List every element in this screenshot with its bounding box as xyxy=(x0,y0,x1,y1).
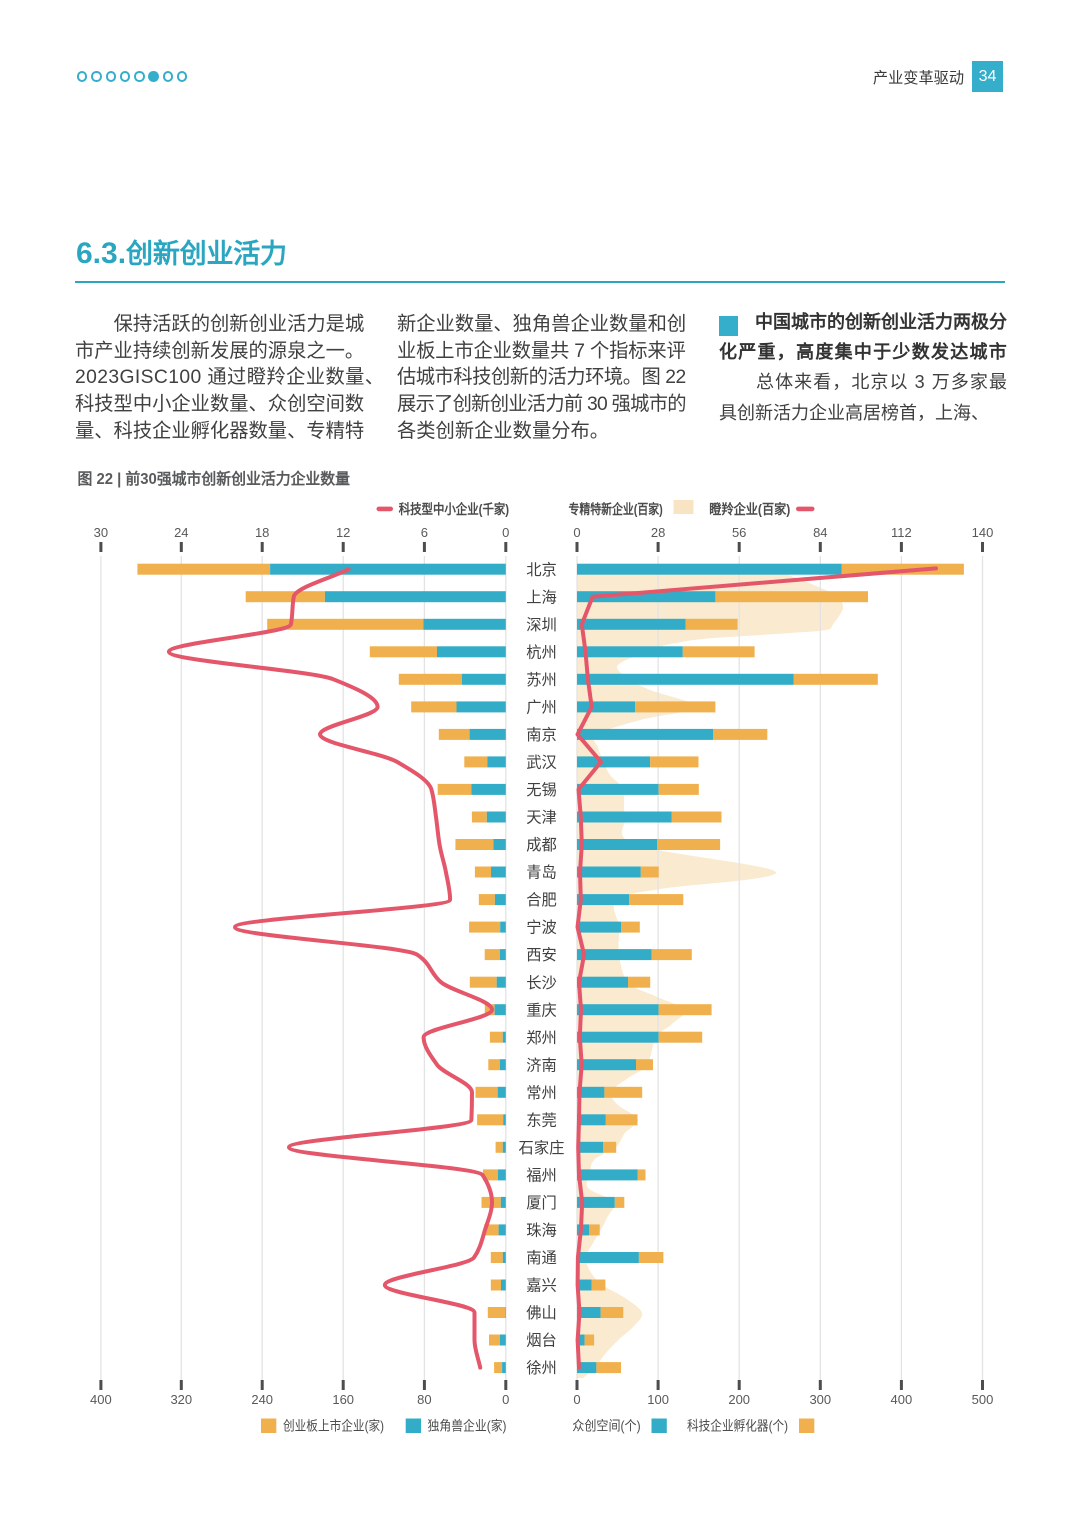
svg-text:400: 400 xyxy=(90,1392,112,1407)
svg-text:56: 56 xyxy=(732,525,746,540)
svg-text:80: 80 xyxy=(417,1392,431,1407)
svg-text:0: 0 xyxy=(502,525,509,540)
svg-text:400: 400 xyxy=(891,1392,913,1407)
svg-text:苏州: 苏州 xyxy=(526,672,557,689)
svg-text:0: 0 xyxy=(573,525,580,540)
svg-text:青岛: 青岛 xyxy=(526,865,557,882)
svg-text:徐州: 徐州 xyxy=(526,1360,557,1377)
svg-text:常州: 常州 xyxy=(526,1085,557,1102)
svg-text:0: 0 xyxy=(573,1392,580,1407)
svg-text:112: 112 xyxy=(891,525,912,540)
svg-text:天津: 天津 xyxy=(526,810,557,827)
svg-text:500: 500 xyxy=(972,1392,994,1407)
svg-text:科技型中小企业(千家): 科技型中小企业(千家) xyxy=(399,501,509,517)
svg-text:200: 200 xyxy=(728,1392,750,1407)
svg-text:0: 0 xyxy=(502,1392,509,1407)
svg-text:佛山: 佛山 xyxy=(526,1305,557,1322)
svg-text:科技企业孵化器(个): 科技企业孵化器(个) xyxy=(687,1418,788,1434)
svg-text:84: 84 xyxy=(813,525,827,540)
svg-text:众创空间(个): 众创空间(个) xyxy=(572,1419,640,1434)
svg-text:南通: 南通 xyxy=(526,1250,557,1267)
svg-text:独角兽企业(家): 独角兽企业(家) xyxy=(428,1418,507,1434)
svg-text:320: 320 xyxy=(170,1392,192,1407)
svg-text:28: 28 xyxy=(651,525,665,540)
svg-text:石家庄: 石家庄 xyxy=(519,1139,565,1157)
svg-text:瞪羚企业(百家): 瞪羚企业(百家) xyxy=(709,501,790,517)
svg-text:图 22 | 前30强城市创新创业活力企业数量: 图 22 | 前30强城市创新创业活力企业数量 xyxy=(78,469,351,488)
svg-text:西安: 西安 xyxy=(526,947,557,964)
svg-text:160: 160 xyxy=(332,1392,354,1407)
svg-text:广州: 广州 xyxy=(526,700,557,717)
svg-text:南京: 南京 xyxy=(526,727,557,744)
svg-text:240: 240 xyxy=(251,1392,273,1407)
svg-text:18: 18 xyxy=(255,525,269,540)
svg-text:杭州: 杭州 xyxy=(526,644,557,661)
svg-text:30: 30 xyxy=(94,525,108,540)
svg-text:重庆: 重庆 xyxy=(526,1002,557,1019)
svg-text:12: 12 xyxy=(336,525,350,540)
svg-text:宁波: 宁波 xyxy=(526,920,557,937)
svg-text:福州: 福州 xyxy=(526,1168,557,1185)
svg-text:武汉: 武汉 xyxy=(526,755,557,772)
svg-text:上海: 上海 xyxy=(526,589,557,606)
svg-text:烟台: 烟台 xyxy=(526,1333,557,1350)
svg-text:珠海: 珠海 xyxy=(526,1223,557,1240)
svg-text:北京: 北京 xyxy=(526,562,557,579)
svg-text:东莞: 东莞 xyxy=(526,1112,557,1129)
svg-text:140: 140 xyxy=(972,525,994,540)
svg-text:无锡: 无锡 xyxy=(526,782,557,799)
svg-text:厦门: 厦门 xyxy=(526,1195,557,1212)
svg-text:专精特新企业(百家): 专精特新企业(百家) xyxy=(569,501,663,517)
svg-text:济南: 济南 xyxy=(526,1057,557,1074)
svg-text:创业板上市企业(家): 创业板上市企业(家) xyxy=(283,1418,384,1434)
svg-text:300: 300 xyxy=(809,1392,831,1407)
svg-text:24: 24 xyxy=(174,525,188,540)
svg-text:6: 6 xyxy=(421,525,428,540)
svg-text:嘉兴: 嘉兴 xyxy=(526,1278,557,1295)
svg-text:合肥: 合肥 xyxy=(526,892,557,909)
svg-text:深圳: 深圳 xyxy=(526,617,557,634)
svg-text:郑州: 郑州 xyxy=(526,1030,557,1047)
svg-text:成都: 成都 xyxy=(526,837,557,854)
svg-text:100: 100 xyxy=(647,1392,669,1407)
svg-text:长沙: 长沙 xyxy=(526,975,557,992)
